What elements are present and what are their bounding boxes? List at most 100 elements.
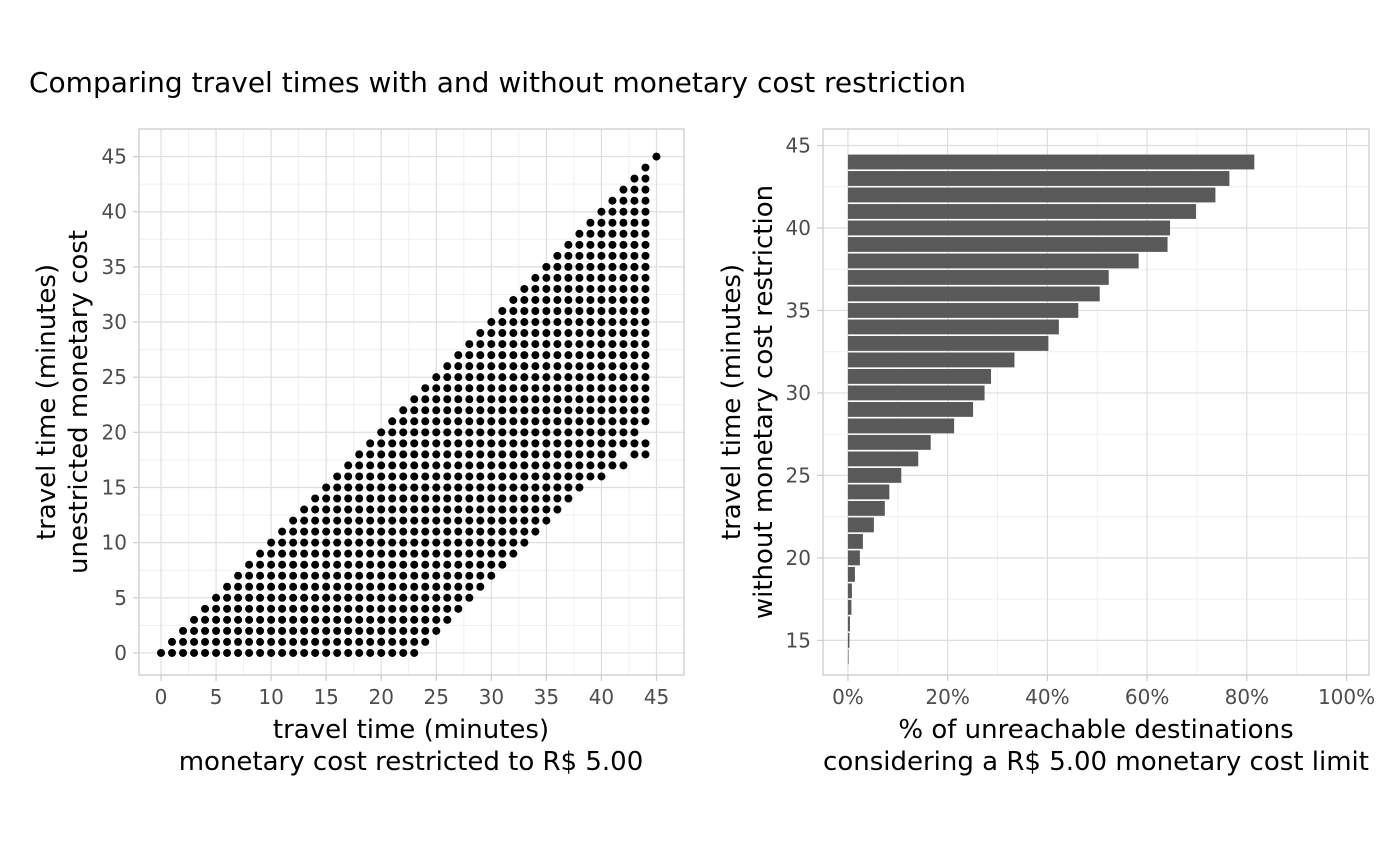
scatter-point [432, 615, 441, 624]
scatter-point [443, 560, 452, 569]
scatter-point [245, 582, 254, 591]
scatter-point [267, 615, 276, 624]
scatter-point [542, 472, 551, 481]
scatter-point [520, 373, 529, 382]
scatter-point [498, 549, 507, 558]
scatter-point [531, 472, 540, 481]
scatter-point [553, 483, 562, 492]
scatter-point [487, 351, 496, 360]
scatter-point [531, 318, 540, 327]
scatter-point [355, 604, 364, 613]
scatter-point [586, 417, 595, 426]
scatter-point [311, 560, 320, 569]
scatter-point [300, 527, 309, 536]
scatter-point [531, 307, 540, 315]
scatter-point [256, 582, 265, 591]
scatter-point [454, 560, 463, 569]
scatter-point [597, 450, 606, 459]
scatter-point [399, 439, 408, 448]
scatter-point [179, 637, 188, 646]
scatter-point [487, 417, 496, 426]
scatter-point [454, 384, 463, 393]
scatter-point [443, 439, 452, 448]
scatter-point [542, 461, 551, 470]
scatter-point [597, 273, 606, 282]
scatter-point [443, 494, 452, 503]
scatter-point [509, 295, 518, 304]
scatter-point [223, 593, 232, 602]
scatter-point [575, 340, 584, 349]
scatter-point [509, 494, 518, 503]
scatter-point [388, 604, 397, 613]
bar [847, 336, 1049, 351]
scatter-point [641, 340, 650, 349]
scatter-point [542, 450, 551, 459]
scatter-point [399, 604, 408, 613]
scatter-point [630, 362, 639, 371]
scatter-point [619, 362, 628, 371]
scatter-point [344, 637, 353, 646]
scatter-point [564, 273, 573, 282]
scatter-point [245, 604, 254, 613]
scatter-point [212, 615, 221, 624]
scatter-point [608, 362, 617, 371]
scatter-point [443, 428, 452, 437]
scatter-point [476, 505, 485, 514]
scatter-point [476, 406, 485, 415]
scatter-point [432, 395, 441, 404]
scatter-point [487, 340, 496, 349]
scatter-point [542, 307, 551, 315]
scatter-point [608, 439, 617, 448]
scatter-point [476, 395, 485, 404]
scatter-point [564, 406, 573, 415]
scatter-point [388, 582, 397, 591]
x-tick-label: 20 [368, 685, 393, 709]
scatter-point [410, 604, 419, 613]
scatter-point [575, 483, 584, 492]
scatter-point [465, 362, 474, 371]
scatter-point [355, 516, 364, 525]
scatter-point [586, 218, 595, 227]
scatter-point [289, 571, 298, 580]
scatter-point [476, 472, 485, 481]
scatter-point [454, 516, 463, 525]
scatter-point [476, 340, 485, 349]
scatter-point [223, 648, 232, 657]
scatter-point [586, 439, 595, 448]
panel-border [138, 128, 685, 676]
scatter-point [520, 494, 529, 503]
scatter-point [322, 582, 331, 591]
scatter-point [630, 340, 639, 349]
scatter-point [190, 615, 199, 624]
bar [847, 500, 885, 516]
scatter-point [531, 395, 540, 404]
scatter-point [498, 384, 507, 393]
scatter-point [575, 229, 584, 238]
scatter-point [410, 516, 419, 525]
scatter-point [509, 461, 518, 470]
scatter-point [212, 626, 221, 635]
scatter-point [421, 571, 430, 580]
scatter-point [234, 637, 243, 646]
scatter-point [190, 648, 199, 657]
scatter-point [542, 329, 551, 338]
y-tick-label: 25 [786, 463, 811, 487]
y-tick-label: 30 [102, 310, 127, 334]
bar [847, 517, 874, 533]
scatter-point [608, 196, 617, 205]
scatter-point [267, 637, 276, 646]
scatter-point [421, 417, 430, 426]
scatter-point [531, 295, 540, 304]
scatter-point [410, 560, 419, 569]
scatter-point [531, 329, 540, 338]
scatter-point [168, 637, 177, 646]
scatter-point [575, 329, 584, 338]
scatter-point [245, 615, 254, 624]
y-axis-title: travel time (minutes) [717, 264, 747, 540]
scatter-point [366, 483, 375, 492]
scatter-point [597, 318, 606, 327]
scatter-point [333, 483, 342, 492]
scatter-point [553, 494, 562, 503]
scatter-point [608, 395, 617, 404]
scatter-point [476, 527, 485, 536]
